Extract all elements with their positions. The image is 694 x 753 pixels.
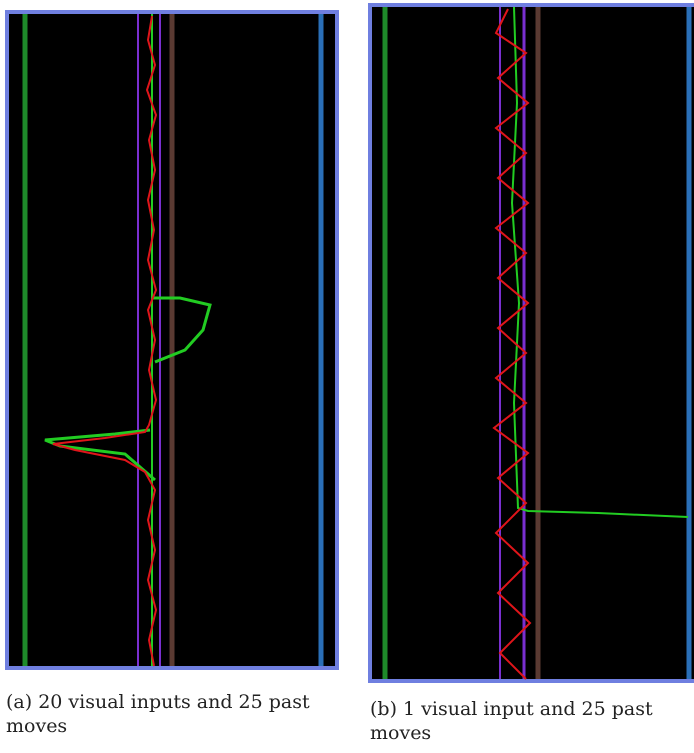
panel-b [368,3,694,683]
caption: (b) 1 visual input and 25 past moves [370,697,694,745]
panel-a [5,10,339,670]
page: (a) 20 visual inputs and 25 past moves (… [0,0,694,753]
caption: (a) 20 visual inputs and 25 past moves [6,690,342,738]
